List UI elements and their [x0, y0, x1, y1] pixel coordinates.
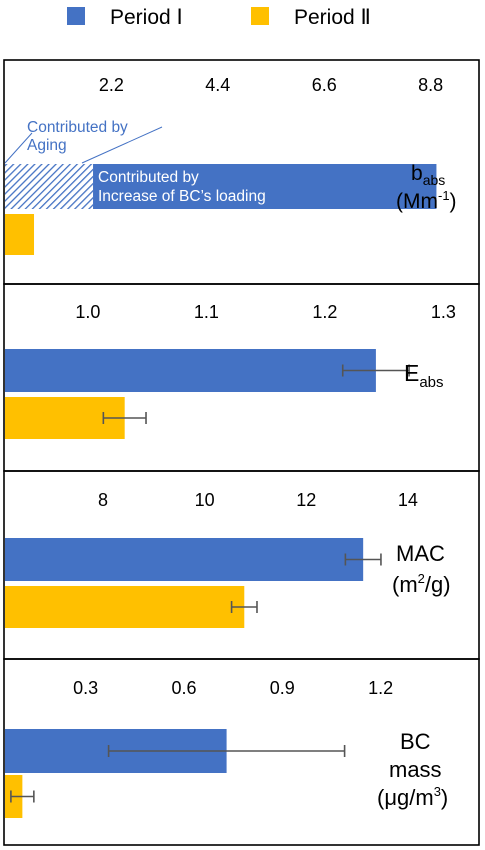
babs-tick-label: 2.2	[99, 75, 124, 95]
mac-bar-period2	[5, 586, 245, 628]
bc-label-line1: BC	[400, 729, 431, 754]
panel-bc-mass: 0.3 0.6 0.9 1.2 BC mass (μg/m3)	[5, 678, 448, 818]
bc-mass-errorbar-period1	[107, 745, 346, 757]
mac-errorbar-period1	[344, 553, 382, 566]
bc-loading-annotation-line2: Increase of BC’s loading	[98, 188, 266, 205]
legend-swatch-period2	[251, 7, 269, 25]
panel-mac: 8 10 12 14 MAC (m2/g)	[5, 490, 451, 628]
legend-swatch-period1	[67, 7, 85, 25]
eabs-errorbar-period2	[102, 412, 147, 424]
bc-label-line2: mass	[389, 757, 442, 782]
panel-bc-frame	[3, 658, 480, 846]
panel-babs: 2.2 4.4 6.6 8.8 Contributed by Aging Contri…	[4, 75, 457, 255]
legend: Period Ⅰ Period Ⅱ	[67, 6, 371, 29]
mac-tick-label: 8	[98, 490, 108, 510]
mac-label-line1: MAC	[396, 541, 445, 566]
eabs-errorbar-period1	[341, 364, 410, 377]
bc-mass-tick-label: 1.2	[368, 678, 393, 698]
babs-label-line1: babs	[411, 162, 445, 188]
legend-label-period1: Period Ⅰ	[110, 6, 183, 29]
babs-bar-period1-aging-segment	[5, 164, 94, 209]
eabs-tick-label: 1.0	[75, 302, 100, 322]
eabs-tick-label: 1.3	[431, 302, 456, 322]
mac-errorbar-period2	[230, 601, 258, 613]
bc-mass-tick-label: 0.9	[270, 678, 295, 698]
bc-mass-tick-label: 0.6	[171, 678, 196, 698]
babs-tick-label: 8.8	[418, 75, 443, 95]
mac-label-line2: (m2/g)	[392, 571, 451, 597]
eabs-label: Eabs	[404, 360, 444, 391]
bc-label-line3: (μg/m3)	[377, 784, 448, 810]
bc-loading-annotation-line1: Contributed by	[98, 169, 199, 186]
babs-tick-label: 6.6	[312, 75, 337, 95]
mac-tick-label: 14	[398, 490, 418, 510]
eabs-tick-label: 1.1	[194, 302, 219, 322]
babs-label-line2: (Mm-1)	[396, 188, 457, 213]
mac-bar-period1	[5, 538, 364, 581]
legend-label-period2: Period Ⅱ	[294, 6, 371, 29]
aging-annotation-line2: Aging	[27, 137, 67, 154]
aging-leader-line-1	[4, 132, 33, 164]
panel-eabs: 1.0 1.1 1.2 1.3 Eabs	[5, 302, 456, 439]
aging-leader-line-2	[81, 126, 163, 164]
babs-bar-period2	[5, 214, 35, 255]
mac-tick-label: 10	[195, 490, 215, 510]
babs-tick-label: 4.4	[205, 75, 230, 95]
bc-mass-tick-label: 0.3	[73, 678, 98, 698]
eabs-tick-label: 1.2	[312, 302, 337, 322]
eabs-bar-period1	[5, 349, 376, 392]
bc-mass-errorbar-period2	[10, 790, 35, 803]
aging-annotation-line1: Contributed by	[27, 119, 128, 136]
babs-bar-period1-bc-loading-segment	[93, 164, 437, 209]
mac-tick-label: 12	[296, 490, 316, 510]
